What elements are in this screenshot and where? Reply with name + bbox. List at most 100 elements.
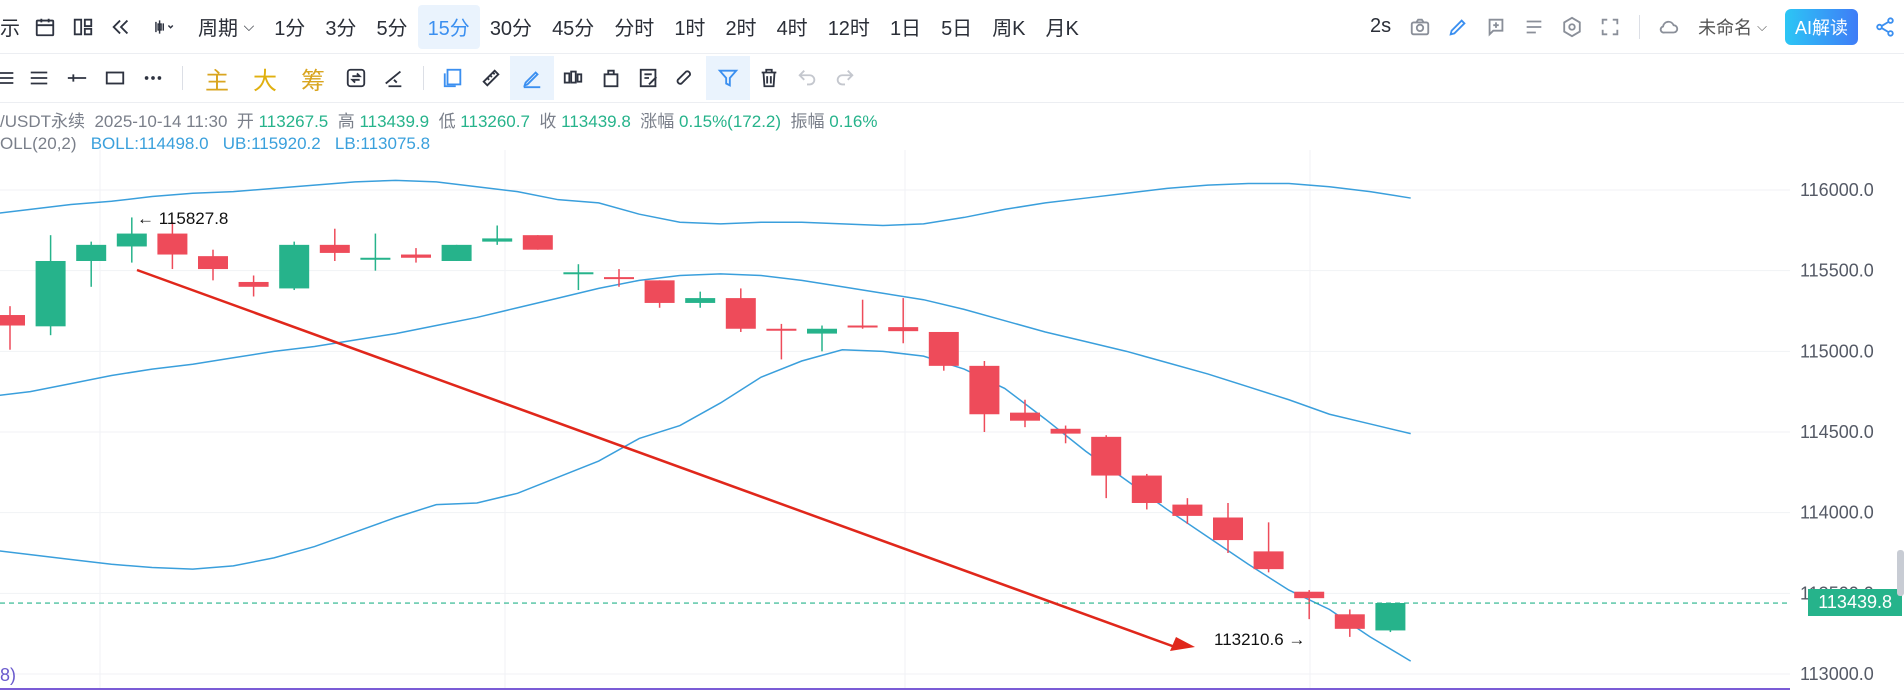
period-4h[interactable]: 4时: [776, 18, 808, 40]
rewind-icon[interactable]: [102, 8, 140, 46]
bar-time: 2025-10-14 11:30: [94, 112, 228, 131]
share-icon[interactable]: [1866, 8, 1904, 46]
toolbar-divider: [423, 66, 424, 90]
toolbar-divider: [1639, 14, 1641, 39]
period-5d[interactable]: 5日: [941, 18, 973, 40]
boll-lower-value: LB:113075.8: [334, 134, 431, 153]
candle-body: [1131, 475, 1162, 503]
candle-body: [1213, 517, 1243, 541]
indicator-main[interactable]: 主: [205, 67, 229, 95]
settings-icon[interactable]: [1553, 8, 1591, 46]
calendar-icon[interactable]: [26, 8, 64, 46]
candle-body: [888, 327, 919, 332]
trend-tool-icon[interactable]: [375, 59, 413, 97]
period-12h[interactable]: 12时: [827, 18, 870, 40]
parallel-lines-icon[interactable]: [20, 59, 58, 97]
period-month[interactable]: 月K: [1045, 18, 1079, 40]
indicator-chips[interactable]: 筹: [301, 67, 325, 95]
pencil-icon[interactable]: [1439, 8, 1477, 46]
refresh-interval[interactable]: 2s: [1369, 15, 1392, 37]
redo-icon[interactable]: [826, 59, 864, 97]
bollinger-bands: [0, 179, 1412, 662]
more-icon[interactable]: [134, 59, 172, 97]
candle-body: [563, 272, 594, 275]
low-label: 低: [438, 112, 456, 131]
period-menu-label: 周期: [198, 18, 238, 40]
y-tick-label: 115000.0: [1800, 341, 1874, 361]
undo-icon[interactable]: [788, 59, 826, 97]
period-30m[interactable]: 30分: [489, 18, 533, 40]
period-1m[interactable]: 1分: [274, 18, 306, 40]
period-week[interactable]: 周K: [992, 18, 1026, 40]
candle-body: [482, 238, 513, 242]
indicator-large[interactable]: 大: [253, 67, 277, 95]
period-5m[interactable]: 5分: [376, 18, 408, 40]
rectangle-icon[interactable]: [96, 59, 134, 97]
candle-body: [807, 328, 837, 334]
candle-body: [1375, 603, 1406, 631]
axis-scroll-handle[interactable]: [1897, 550, 1904, 596]
note-edit-icon[interactable]: [630, 59, 668, 97]
ai-analysis-button[interactable]: AI解读: [1784, 8, 1858, 45]
period-timeshare[interactable]: 分时: [614, 18, 655, 40]
annotations: ← 115827.8 113210.6 →: [137, 209, 1305, 649]
candle-body: [1050, 428, 1081, 434]
change-value: 0.15%(172.2): [678, 112, 782, 131]
candle-body: [35, 260, 66, 327]
ruler-icon[interactable]: [472, 59, 510, 97]
period-15m[interactable]: 15分: [417, 4, 480, 49]
candle-body: [238, 281, 269, 287]
y-tick-label: 113000.0: [1800, 664, 1874, 684]
y-tick-label: 114000.0: [1800, 503, 1874, 523]
layout-name-dropdown[interactable]: 未命名 ⌵: [1688, 5, 1777, 49]
y-tick-label: 116000.0: [1800, 180, 1874, 200]
filter-icon[interactable]: [706, 56, 750, 100]
list-icon[interactable]: [1515, 8, 1553, 46]
period-1d[interactable]: 1日: [889, 18, 922, 40]
candle-body: [360, 257, 391, 260]
top-toolbar: 示 周期 ⌵ 1分 3分 5分 15分 30分 45分 分时 1时 2时 4时 …: [0, 0, 1904, 54]
trend-arrow-line: [136, 268, 1176, 649]
swap-icon[interactable]: [337, 59, 375, 97]
copy-icon[interactable]: [434, 59, 472, 97]
magnet-icon[interactable]: [668, 59, 706, 97]
period-3m[interactable]: 3分: [325, 18, 357, 40]
trash-icon[interactable]: [750, 59, 788, 97]
period-45m[interactable]: 45分: [552, 18, 595, 40]
lock-icon[interactable]: [592, 59, 630, 97]
low-annotation: 113210.6 →: [1214, 630, 1305, 649]
add-window-icon[interactable]: [1477, 8, 1515, 46]
candle-body: [928, 331, 959, 366]
candle-tool-icon[interactable]: [554, 59, 592, 97]
layout-name-label: 未命名: [1698, 17, 1753, 38]
toolbar-right: 2s 未命名 ⌵ AI解读: [1360, 0, 1904, 53]
boll-upper-value: UB:115920.2: [222, 134, 321, 153]
trend-arrow-head: [1170, 637, 1195, 651]
candle-body: [1253, 551, 1284, 570]
camera-icon[interactable]: [1401, 8, 1439, 46]
chevron-down-icon: ⌵: [1757, 18, 1767, 34]
horizontal-line-icon[interactable]: [58, 59, 96, 97]
menu-icon[interactable]: [0, 59, 20, 97]
candle-body: [847, 325, 878, 328]
cloud-icon[interactable]: [1650, 8, 1688, 46]
boll-upper-line: [0, 179, 1411, 227]
toolbar-divider: [182, 66, 183, 90]
candle-body: [725, 298, 756, 329]
candlestick-chart[interactable]: 116000.0 115500.0 115000.0 114500.0 114000.0…: [0, 150, 1904, 695]
period-2h[interactable]: 2时: [725, 18, 757, 40]
candle-body: [401, 254, 431, 258]
period-menu[interactable]: 周期 ⌵: [188, 5, 264, 49]
candle-body: [279, 244, 310, 289]
fullscreen-icon[interactable]: [1591, 8, 1629, 46]
candle-body: [0, 315, 25, 326]
candle-type-icon[interactable]: [140, 8, 188, 46]
candle-body: [604, 277, 634, 280]
high-value: 113439.9: [359, 112, 430, 131]
layout-icon[interactable]: [64, 8, 102, 46]
period-1h[interactable]: 1时: [674, 18, 706, 40]
boll-indicator-name[interactable]: OLL(20,2): [0, 134, 77, 153]
amplitude-value: 0.16%: [829, 112, 878, 131]
draw-pen-icon[interactable]: [510, 56, 554, 100]
y-tick-label: 115500.0: [1800, 261, 1874, 281]
